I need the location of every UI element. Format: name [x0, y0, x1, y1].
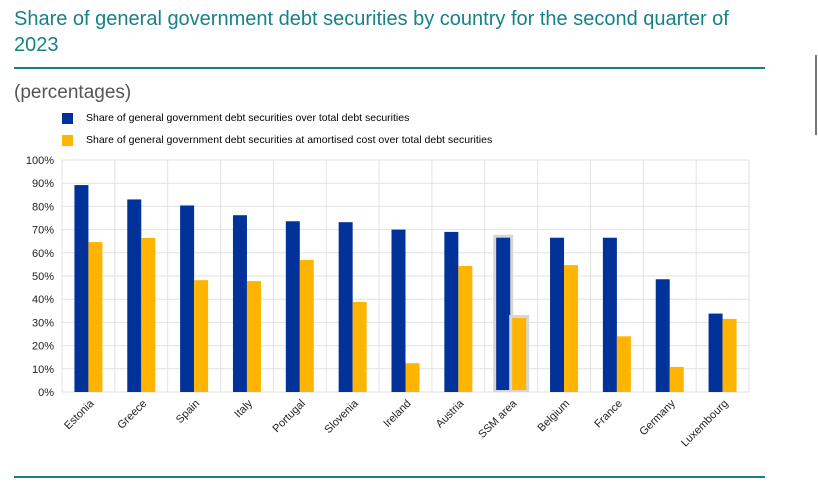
x-tick-label: Greece	[115, 398, 149, 432]
bar-amortised	[246, 281, 261, 392]
bar-amortised	[299, 259, 314, 392]
chart-title: Share of general government debt securit…	[14, 8, 729, 56]
bar-total	[338, 222, 353, 392]
legend-item-series1: Share of general government debt securit…	[62, 112, 409, 124]
y-tick-label: 0%	[38, 387, 54, 399]
bar-amortised	[564, 265, 579, 392]
scrollbar[interactable]	[815, 55, 817, 135]
x-tick-label: Estonia	[62, 397, 97, 432]
bar-amortised	[194, 280, 209, 392]
x-tick-label: Belgium	[536, 398, 573, 435]
x-tick-label: Ireland	[381, 398, 413, 430]
y-tick-label: 80%	[32, 201, 54, 213]
legend-item-series2: Share of general government debt securit…	[62, 134, 492, 146]
y-tick-label: 100%	[26, 155, 54, 167]
x-tick-label: Spain	[174, 398, 202, 426]
chart-subtitle: (percentages)	[14, 82, 132, 103]
y-tick-label: 20%	[32, 341, 54, 353]
y-tick-label: 90%	[32, 178, 54, 190]
x-tick-label: Italy	[232, 397, 255, 420]
bar-amortised	[352, 301, 367, 392]
bar-total	[708, 313, 723, 392]
x-tick-label: SSM area	[476, 397, 520, 441]
bar-total	[391, 229, 406, 392]
bottom-divider	[14, 476, 765, 478]
y-tick-label: 70%	[32, 225, 54, 237]
bar-amortised	[405, 363, 420, 392]
y-tick-label: 50%	[32, 271, 54, 283]
y-tick-label: 60%	[32, 248, 54, 260]
x-tick-label: Germany	[637, 397, 678, 438]
x-tick-label: Luxembourg	[679, 398, 731, 450]
legend-label: Share of general government debt securit…	[86, 134, 493, 146]
bar-total	[496, 237, 511, 390]
bar-amortised	[512, 317, 527, 390]
y-tick-label: 10%	[32, 364, 54, 376]
bar-total	[444, 231, 459, 392]
bar-amortised	[669, 366, 684, 392]
x-tick-label: Austria	[434, 397, 467, 430]
bar-total	[74, 185, 89, 392]
y-tick-label: 40%	[32, 294, 54, 306]
bar-amortised	[616, 336, 631, 392]
bar-amortised	[722, 318, 737, 392]
legend-swatch	[62, 134, 73, 146]
bar-total	[285, 221, 300, 392]
bar-total	[127, 199, 142, 392]
bar-total	[550, 237, 565, 392]
x-tick-label: France	[592, 398, 625, 431]
bar-total	[232, 215, 247, 392]
bar-amortised	[458, 266, 473, 392]
bar-amortised	[88, 242, 103, 392]
bar-total	[655, 279, 670, 392]
bar-amortised	[141, 237, 156, 392]
y-tick-label: 30%	[32, 317, 54, 329]
legend-label: Share of general government debt securit…	[86, 112, 410, 124]
x-tick-label: Portugal	[270, 398, 307, 435]
legend-swatch	[62, 112, 73, 124]
bar-total	[180, 205, 195, 392]
x-tick-label: Slovenia	[322, 397, 361, 436]
bar-total	[602, 237, 617, 392]
title-divider	[14, 67, 765, 69]
